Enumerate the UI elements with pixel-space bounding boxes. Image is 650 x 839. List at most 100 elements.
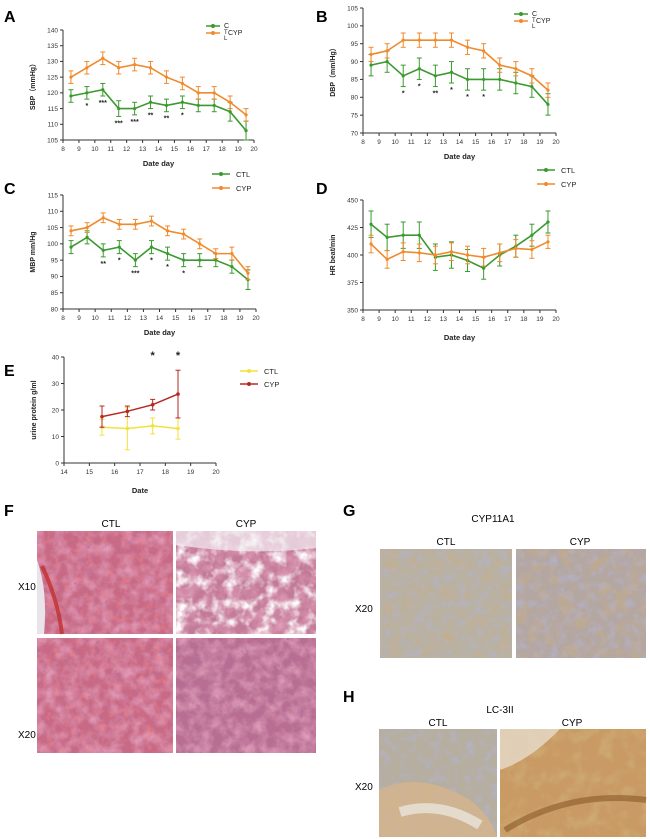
x-tick-label: 13 — [440, 139, 448, 146]
x-tick-label: 16 — [188, 315, 196, 322]
data-point — [85, 235, 89, 239]
data-point — [246, 271, 250, 275]
data-point — [546, 240, 550, 244]
legend-label: C — [224, 23, 229, 30]
data-point — [514, 246, 518, 250]
legend-label: CYP — [236, 184, 251, 193]
data-point — [449, 70, 454, 74]
data-point — [198, 242, 202, 246]
image-g-ctl — [380, 549, 512, 658]
y-tick-label: 115 — [48, 106, 59, 113]
data-point — [133, 106, 137, 111]
x-tick-label: 10 — [392, 316, 400, 323]
data-point — [482, 49, 486, 53]
x-axis-label: Date day — [143, 159, 175, 168]
y-tick-label: 135 — [47, 43, 58, 50]
x-tick-label: 13 — [139, 146, 147, 153]
legend-label: L — [532, 24, 536, 30]
x-tick-label: 19 — [536, 139, 544, 146]
data-point — [212, 103, 216, 108]
significance-marker: ** — [433, 91, 439, 98]
data-point — [449, 250, 454, 254]
x-tick-label: 9 — [77, 315, 81, 322]
legend-label: CTL — [264, 367, 278, 376]
data-point — [385, 257, 389, 261]
series-line-ctl — [101, 425, 179, 430]
y-tick-label: 70 — [351, 130, 359, 137]
significance-marker: * — [150, 258, 153, 265]
data-point — [165, 229, 170, 233]
x-tick-label: 12 — [123, 146, 131, 153]
x-tick-label: 10 — [392, 139, 400, 146]
data-point — [401, 250, 405, 254]
image-f-cyp-x20 — [176, 638, 316, 753]
data-point — [417, 67, 421, 71]
x-tick-label: 16 — [488, 139, 496, 146]
data-point — [180, 100, 184, 104]
x-tick-label: 15 — [171, 146, 179, 153]
y-tick-label: 85 — [351, 77, 359, 84]
image-g-cyp — [516, 549, 646, 658]
y-tick-label: 425 — [347, 225, 358, 232]
data-point — [69, 229, 73, 233]
x-tick-label: 8 — [61, 146, 65, 153]
series-line-cyp — [370, 241, 549, 261]
x-tick-label: 17 — [203, 146, 211, 153]
x-tick-label: 14 — [456, 139, 464, 146]
data-point — [125, 426, 130, 431]
y-tick-label: 30 — [52, 381, 60, 388]
data-point — [148, 66, 153, 70]
f-col-label-cyp: CYP — [236, 519, 257, 530]
data-point — [164, 103, 169, 108]
data-point — [530, 84, 534, 89]
legend-label: CTL — [561, 166, 575, 175]
y-axis-label: SBP（mmHg） — [29, 60, 37, 110]
x-tick-label: 20 — [252, 315, 260, 322]
data-point — [165, 252, 170, 256]
series-line-c — [370, 60, 549, 105]
y-tick-label: 80 — [351, 95, 359, 102]
legend-label: CYP — [536, 18, 551, 25]
legend-label: CTL — [236, 170, 250, 179]
data-point — [482, 77, 486, 82]
x-tick-label: 11 — [107, 146, 114, 153]
data-point — [546, 102, 550, 107]
x-tick-label: 14 — [60, 469, 68, 476]
legend-swatch-marker — [247, 369, 251, 373]
y-tick-label: 95 — [351, 41, 359, 48]
x-tick-label: 19 — [536, 316, 544, 323]
x-tick-label: 11 — [408, 139, 415, 146]
x-tick-label: 20 — [552, 139, 560, 146]
x-tick-label: 18 — [162, 469, 170, 476]
x-axis-label: Date — [132, 486, 148, 495]
significance-marker: * — [86, 103, 89, 110]
y-axis-label: MBP mm/Hg — [30, 231, 37, 272]
series-line-cyp — [370, 39, 549, 91]
x-tick-label: 10 — [92, 315, 100, 322]
data-point — [125, 409, 130, 414]
panel-h-ihc: LC-3II CTL CYP X20 — [355, 705, 647, 837]
data-point — [133, 258, 137, 262]
image-f-ctl-x20 — [37, 638, 173, 753]
h-col-label-ctl: CTL — [429, 718, 448, 729]
data-point — [101, 56, 105, 60]
y-tick-label: 10 — [52, 434, 60, 441]
data-point — [100, 414, 104, 419]
y-tick-label: 90 — [51, 274, 59, 281]
significance-marker: * — [402, 91, 405, 98]
data-point — [133, 222, 137, 226]
x-tick-label: 14 — [156, 315, 164, 322]
data-point — [133, 62, 137, 67]
x-tick-label: 18 — [520, 316, 528, 323]
data-point — [228, 100, 232, 104]
x-tick-label: 9 — [377, 316, 381, 323]
data-point — [198, 258, 202, 262]
x-tick-label: 13 — [140, 315, 148, 322]
y-tick-label: 110 — [48, 122, 59, 129]
legend-swatch-marker — [519, 12, 523, 16]
legend-swatch-marker — [219, 172, 223, 176]
series-line-ctl — [370, 221, 549, 270]
x-tick-label: 13 — [440, 316, 448, 323]
x-tick-label: 20 — [250, 146, 258, 153]
